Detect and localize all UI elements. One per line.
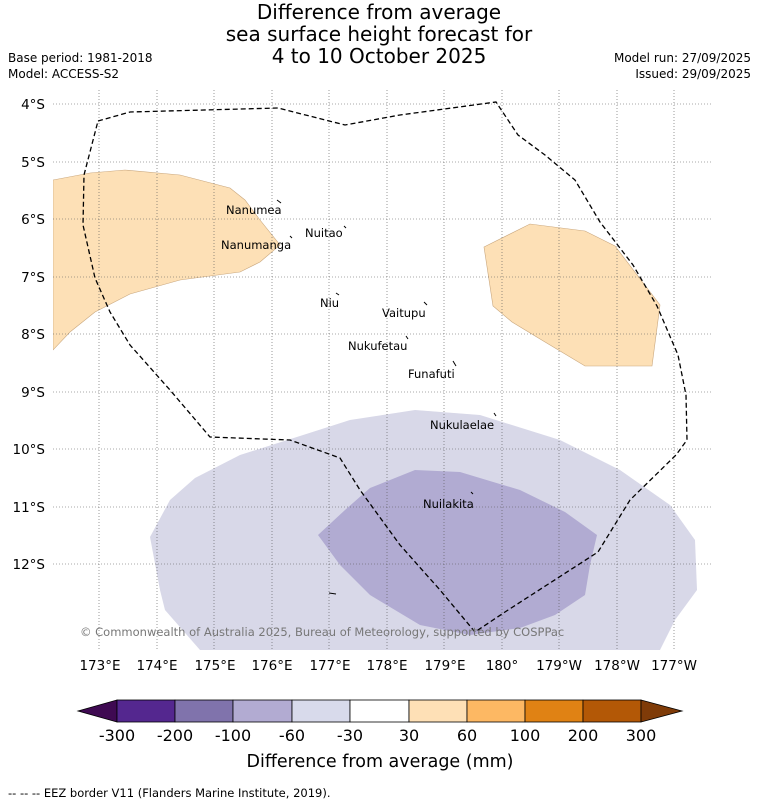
lon-tick-label: 178°W xyxy=(594,658,640,674)
issued-date: Issued: 29/09/2025 xyxy=(635,67,751,81)
island-nukufetau xyxy=(405,335,409,340)
colorbar-tick-label: 300 xyxy=(626,726,657,745)
lat-tick-label: 7°S xyxy=(21,270,45,286)
place-label: Niu xyxy=(320,296,339,310)
lat-tick-label: 9°S xyxy=(21,385,45,401)
island-vaitupu xyxy=(423,301,428,306)
lon-tick-label: 179°E xyxy=(424,658,465,674)
footnote-eez: -- -- -- EEZ border V11 (Flanders Marine… xyxy=(8,786,331,800)
colorbar-tick-label: 60 xyxy=(457,726,477,745)
island-nukulaelae xyxy=(493,412,497,417)
lat-tick-label: 11°S xyxy=(13,500,46,516)
model-name: Model: ACCESS-S2 xyxy=(8,67,120,81)
lat-tick-label: 4°S xyxy=(21,97,45,113)
colorbar-tick-label: 100 xyxy=(510,726,541,745)
lon-tick-label: 176°E xyxy=(251,658,292,674)
place-label: Funafuti xyxy=(408,367,455,381)
colorbar-tick-label: -200 xyxy=(157,726,193,745)
island-nuitao xyxy=(343,225,347,229)
place-label: Nukufetau xyxy=(348,339,407,353)
place-label: Nukulaelae xyxy=(430,418,494,432)
place-label: Nanumea xyxy=(226,203,282,217)
place-label: Nuilakita xyxy=(423,497,474,511)
anomaly-region-below-60-100 xyxy=(318,470,597,635)
colorbar-segment xyxy=(291,699,351,723)
colorbar-label: Difference from average (mm) xyxy=(246,752,513,772)
longitude-labels: 173°E 174°E 175°E 176°E 177°E 178°E 179°… xyxy=(79,658,696,674)
lat-tick-label: 5°S xyxy=(21,155,45,171)
lat-tick-label: 12°S xyxy=(13,557,46,573)
title-line-3: 4 to 10 October 2025 xyxy=(271,44,487,68)
colorbar-tick-label: -300 xyxy=(99,726,135,745)
colorbar-tick-label: 200 xyxy=(568,726,599,745)
island-nuilakita xyxy=(470,491,474,495)
colorbar-segment xyxy=(116,699,176,723)
model-run: Model run: 27/09/2025 xyxy=(613,51,751,65)
colorbar-arrow-high xyxy=(640,699,684,723)
island-niu xyxy=(335,292,340,296)
anomaly-region-above-30-60-west xyxy=(53,169,281,351)
place-label: Nuitao xyxy=(305,226,343,240)
base-period: Base period: 1981-2018 xyxy=(8,51,153,65)
colorbar-segment xyxy=(174,699,234,723)
colorbar-segment xyxy=(232,699,293,723)
colorbar-arrow-low xyxy=(76,699,118,723)
island-funafuti xyxy=(452,360,457,367)
lat-tick-label: 10°S xyxy=(13,442,46,458)
colorbar-segment xyxy=(466,699,526,723)
colorbar-segment xyxy=(524,699,584,723)
lon-tick-label: 173°E xyxy=(79,658,120,674)
lat-tick-label: 8°S xyxy=(21,327,45,343)
place-label: Nanumanga xyxy=(221,238,291,252)
colorbar-tick-label: -60 xyxy=(279,726,305,745)
lon-tick-label: 175°E xyxy=(194,658,235,674)
colorbar-segment xyxy=(408,699,468,723)
colorbar xyxy=(76,699,684,723)
anomaly-shading xyxy=(53,169,697,650)
place-label: Vaitupu xyxy=(382,306,426,320)
title-line-1: Difference from average xyxy=(256,0,502,24)
lon-tick-label: 179°W xyxy=(536,658,582,674)
eez-border xyxy=(82,101,688,633)
lon-tick-label: 178°E xyxy=(366,658,407,674)
colorbar-tick-label: -30 xyxy=(337,726,363,745)
lon-tick-label: 174°E xyxy=(136,658,177,674)
latitude-labels: 4°S 5°S 6°S 7°S 8°S 9°S 10°S 11°S 12°S xyxy=(13,97,46,573)
island-reef xyxy=(328,592,337,595)
lat-tick-label: 6°S xyxy=(21,212,45,228)
island-nanumea xyxy=(276,199,282,204)
title-line-2: sea surface height forecast for xyxy=(225,22,533,46)
colorbar-tick-label: -100 xyxy=(215,726,251,745)
colorbar-segment xyxy=(582,699,642,723)
lon-tick-label: 177°E xyxy=(309,658,350,674)
colorbar-segment xyxy=(349,699,410,723)
lon-tick-label: 177°W xyxy=(651,658,697,674)
colorbar-tick-label: 30 xyxy=(399,726,419,745)
place-names: Nanumea Nuitao Nanumanga Niu Vaitupu Nuk… xyxy=(221,203,494,511)
island-nanumanga xyxy=(289,235,293,239)
islands xyxy=(276,199,497,595)
lon-tick-label: 180° xyxy=(486,658,519,674)
gridlines xyxy=(53,90,713,650)
colorbar-ticks: -300 -200 -100 -60 -30 30 60 100 200 300 xyxy=(99,726,656,745)
copyright-text: © Commonwealth of Australia 2025, Bureau… xyxy=(80,625,564,639)
anomaly-region-above-30-60-east xyxy=(483,223,661,367)
